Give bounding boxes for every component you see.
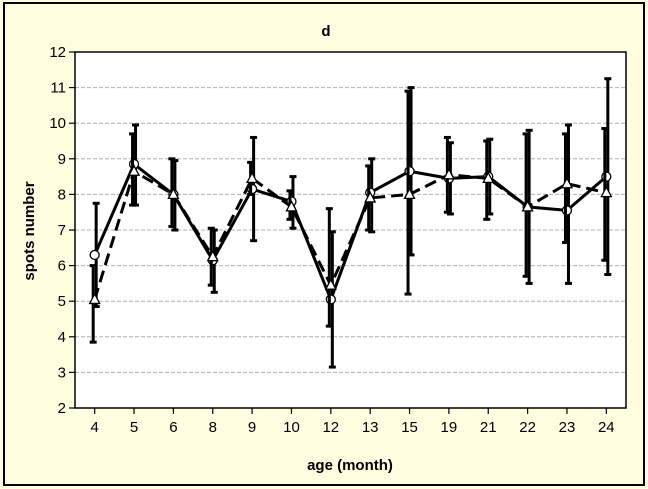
data-point-triangle xyxy=(482,171,495,184)
y-tick-label: 4 xyxy=(58,329,66,346)
data-point-triangle xyxy=(127,164,141,176)
data-point-triangle xyxy=(521,199,534,212)
data-point-circle xyxy=(89,249,100,261)
y-tick-label: 7 xyxy=(58,222,66,239)
x-tick-label: 6 xyxy=(169,419,177,436)
x-tick-label: 21 xyxy=(480,419,497,436)
series-2 xyxy=(88,89,613,344)
x-tick-label: 4 xyxy=(91,419,99,436)
x-tick-label: 13 xyxy=(362,419,379,436)
y-tick-label: 5 xyxy=(58,293,66,310)
figure-frame xyxy=(3,2,645,486)
x-tick-label: 12 xyxy=(322,419,339,436)
x-tick-label: 10 xyxy=(283,419,300,436)
data-point-triangle xyxy=(88,292,101,305)
y-tick-label: 10 xyxy=(49,115,66,132)
data-point-triangle xyxy=(442,167,455,180)
x-tick-label: 23 xyxy=(559,419,576,436)
data-point-triangle xyxy=(285,199,298,212)
y-tick-label: 2 xyxy=(58,400,66,417)
x-tick-label: 5 xyxy=(130,419,138,436)
x-axis-title: age (month) xyxy=(307,457,393,474)
y-tick-label: 12 xyxy=(49,44,66,61)
x-tick-label: 24 xyxy=(598,419,615,436)
x-tick-label: 15 xyxy=(401,419,418,436)
data-point-triangle xyxy=(246,171,259,184)
x-tick-label: 22 xyxy=(519,419,536,436)
y-tick-label: 3 xyxy=(58,364,66,381)
data-point-triangle xyxy=(324,278,337,290)
y-axis-title: spots number xyxy=(21,181,38,280)
data-point-triangle xyxy=(167,187,180,200)
y-tick-label: 11 xyxy=(50,80,66,97)
y-tick-label: 9 xyxy=(58,151,66,168)
chart-title: d xyxy=(321,23,330,40)
data-point-triangle xyxy=(206,249,219,262)
data-point-triangle xyxy=(364,191,377,203)
series-line xyxy=(93,169,607,300)
x-tick-label: 9 xyxy=(248,419,256,436)
data-point-triangle xyxy=(403,187,416,200)
series-line xyxy=(93,162,608,301)
data-point-triangle xyxy=(600,185,613,198)
y-tick-label: 8 xyxy=(58,186,66,203)
x-tick-label: 8 xyxy=(209,419,217,436)
y-tick-label: 6 xyxy=(58,258,66,275)
data-point-triangle xyxy=(560,176,574,189)
x-tick-label: 19 xyxy=(441,419,458,436)
